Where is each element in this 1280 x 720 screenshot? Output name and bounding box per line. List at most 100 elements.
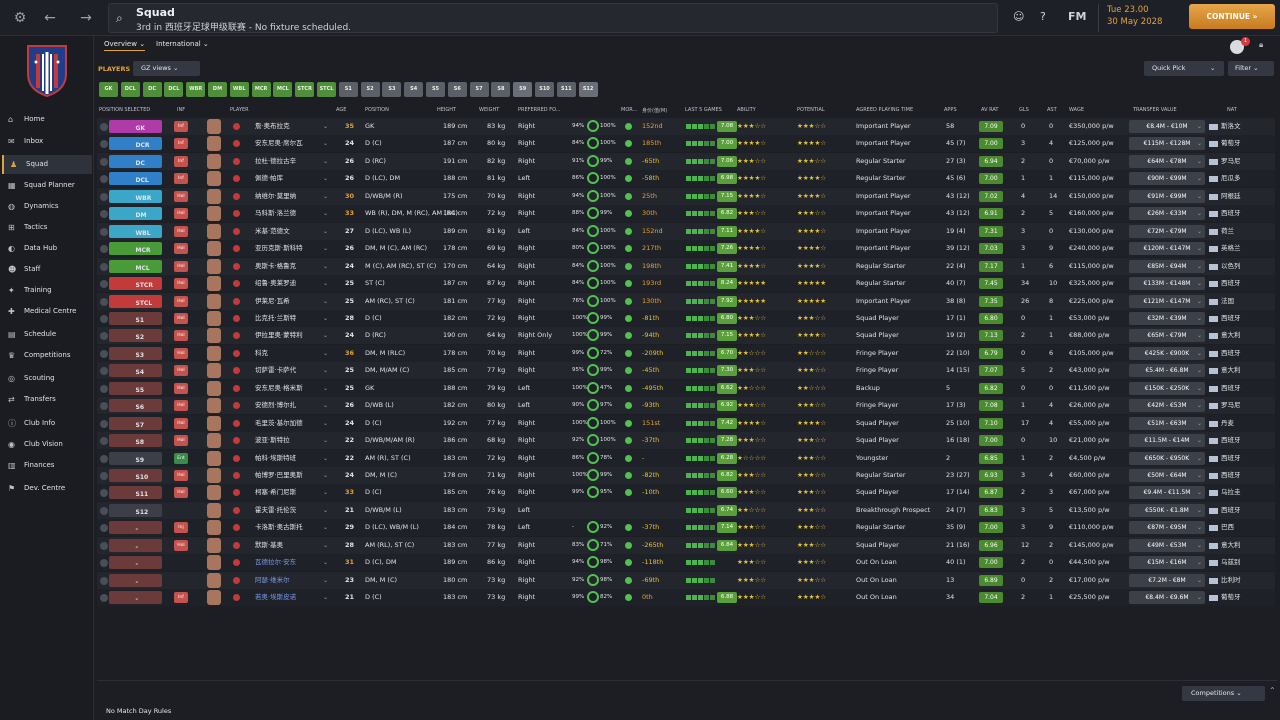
row-select-checkbox[interactable] [100,384,108,393]
transfer-value[interactable]: €8.4M - €9.6M [1129,591,1205,605]
table-row[interactable]: - Inj 卡洛斯·奥古斯托 ⌄ 29 D (LC), WB/M (L) 184 cm 78 … [97,519,1275,537]
chevron-down-icon[interactable]: ⌄ [323,314,329,322]
player-name[interactable]: 伊拉里奥·蒙特利 [255,331,303,340]
player-name[interactable]: 安东尼奥·格米斯 [255,383,303,392]
chevron-down-icon[interactable]: ⌄ [323,419,329,427]
transfer-value[interactable]: €91M - €99M [1129,189,1205,203]
position-tag-s7[interactable]: S7 [469,82,489,97]
chevron-down-icon[interactable]: ⌄ [323,576,329,584]
sidebar-item-tactics[interactable]: ⊞ Tactics [2,218,92,237]
chevron-down-icon[interactable]: ⌄ [1197,332,1203,340]
position-tag-wbl[interactable]: WBL [229,82,249,97]
transfer-value[interactable]: €120M - €147M [1129,242,1205,256]
row-select-checkbox[interactable] [100,437,108,446]
chevron-down-icon[interactable]: ⌄ [1197,437,1203,445]
col-foot[interactable]: PREFERRED FO... [518,107,561,113]
collapse-icon[interactable]: ⌃ [1269,686,1276,695]
player-name[interactable]: 亚历克斯·斯科特 [255,244,303,253]
table-row[interactable]: - Hol 默斯·基奥 ⌄ 28 AM (RL), ST (C) 183 cm 77 kg Ri… [97,536,1275,554]
quick-pick-button[interactable]: Quick Pick ⌄ [1144,61,1224,76]
table-row[interactable]: S11 Hol 柯塞·希门尼斯 ⌄ 33 D (C) 185 cm 76 kg Right 99%… [97,484,1275,502]
chevron-down-icon[interactable]: ⌄ [1197,559,1203,567]
position-tag-stcl[interactable]: STCL [317,82,336,97]
col-inf[interactable]: INF [177,107,186,113]
transfer-value[interactable]: €121M - €147M [1129,294,1205,308]
sidebar-item-dynamics[interactable]: ◍ Dynamics [2,197,92,216]
table-row[interactable]: S2 Hol 伊拉里奥·蒙特利 ⌄ 24 D (RC) 190 cm 64 kg Right O… [97,327,1275,345]
player-name[interactable]: 科克 [255,348,268,357]
position-selected-dropdown[interactable]: S11 [109,486,162,500]
chevron-down-icon[interactable]: ⌄ [1197,314,1203,322]
sidebar-item-club-info[interactable]: ⓘ Club Info [2,414,92,433]
row-select-checkbox[interactable] [100,489,108,498]
chevron-down-icon[interactable]: ⌄ [323,541,329,549]
col-mor[interactable]: MOR... [621,107,638,113]
club-crest-icon[interactable] [24,40,70,98]
table-row[interactable]: STCR Hol 绍鲁·奥莱罗迪 ⌄ 25 ST (C) 187 cm 87 kg Right 8… [97,275,1275,293]
chevron-down-icon[interactable]: ⌄ [323,192,329,200]
chevron-down-icon[interactable]: ⌄ [1197,262,1203,270]
transfer-value[interactable]: €85M - €94M [1129,259,1205,273]
chevron-down-icon[interactable]: ⌄ [1197,140,1203,148]
table-row[interactable]: - 瓦德拉尔·安东 ⌄ 31 D (C), DM 189 cm 86 kg Right 94% 9… [97,554,1275,572]
transfer-value[interactable]: €51M - €63M [1129,416,1205,430]
sidebar-item-schedule[interactable]: ▤ Schedule [2,325,92,344]
col-avrat[interactable]: AV RAT [981,107,999,113]
player-name[interactable]: 安东尼奥·席尔瓦 [255,139,303,148]
position-tag-s3[interactable]: S3 [382,82,402,97]
row-select-checkbox[interactable] [100,349,108,358]
row-select-checkbox[interactable] [100,175,108,184]
chevron-down-icon[interactable]: ⌄ [323,384,329,392]
transfer-value[interactable]: €650K - €950K [1129,451,1205,465]
transfer-value[interactable]: €115M - €128M [1129,137,1205,151]
position-selected-dropdown[interactable]: MCL [109,259,162,273]
transfer-value[interactable]: €7.2M - €8M [1129,573,1205,587]
position-tag-gk[interactable]: GK [99,82,118,97]
table-row[interactable]: S3 Hol 科克 ⌄ 36 DM, M (RLC) 178 cm 70 kg Right 99%… [97,344,1275,362]
transfer-value[interactable]: €65M - €79M [1129,329,1205,343]
chevron-down-icon[interactable]: ⌄ [1197,297,1203,305]
col-nat[interactable]: NAT [1227,107,1237,113]
chevron-down-icon[interactable]: ⌄ [323,402,329,410]
chevron-down-icon[interactable]: ⌄ [323,437,329,445]
table-row[interactable]: S5 Hol 安东尼奥·格米斯 ⌄ 25 GK 188 cm 79 kg Left 100% 47%… [97,379,1275,397]
sidebar-item-club-vision[interactable]: ◉ Club Vision [2,435,92,454]
chevron-down-icon[interactable]: ⌄ [323,227,329,235]
table-row[interactable]: S1 Hol 比克托·兰斯特 ⌄ 28 D (C) 182 cm 72 kg Right 100%… [97,309,1275,327]
position-selected-dropdown[interactable]: DCL [109,172,162,186]
transfer-value[interactable]: €550K - €1.8M [1129,503,1205,517]
position-selected-dropdown[interactable]: - [109,591,162,605]
forward-arrow-icon[interactable]: → [80,10,92,26]
player-name[interactable]: 绍鲁·奥莱罗迪 [255,279,297,288]
transfer-value[interactable]: €87M - €95M [1129,521,1205,535]
col-apps[interactable]: APPS [944,107,957,113]
position-selected-dropdown[interactable]: WBL [109,224,162,238]
sidebar-item-transfers[interactable]: ⇄ Transfers [2,390,92,409]
col-weight[interactable]: WEIGHT [479,107,500,113]
table-row[interactable]: GK Inf 詹·奥布拉克 ⌄ 35 GK 189 cm 83 kg Right 94% 100% 1… [97,118,1275,135]
chevron-down-icon[interactable]: ⌄ [323,140,329,148]
row-select-checkbox[interactable] [100,506,108,515]
position-tag-dcl[interactable]: DCL [164,82,184,97]
player-name[interactable]: 帕科·埃斯特班 [255,453,297,462]
chevron-down-icon[interactable]: ⌄ [323,297,329,305]
row-select-checkbox[interactable] [100,559,108,568]
row-select-checkbox[interactable] [100,157,108,166]
player-name[interactable]: 若奥·埃斯皮诺 [255,593,297,602]
position-tag-s11[interactable]: S11 [556,82,576,97]
chevron-down-icon[interactable]: ⌄ [323,262,329,270]
col-player[interactable]: PLAYER [230,107,249,113]
table-row[interactable]: DC Inf 拉杜·德拉古辛 ⌄ 26 D (RC) 191 cm 82 kg Right 91%… [97,152,1275,170]
position-tag-dc[interactable]: DC [142,82,162,97]
position-tag-mcl[interactable]: MCL [273,82,293,97]
chevron-down-icon[interactable]: ⌄ [1197,210,1203,218]
row-select-checkbox[interactable] [100,210,108,219]
row-select-checkbox[interactable] [100,454,108,463]
table-row[interactable]: MCR Hol 亚历克斯·斯科特 ⌄ 26 DM, M (C), AM (RC) 178 c… [97,240,1275,258]
col-ability[interactable]: ABILITY [737,107,756,113]
table-row[interactable]: S4 Hol 切萨雷·卡萨代 ⌄ 25 DM, M/AM (C) 185 cm 77 kg Ri… [97,362,1275,380]
sidebar-item-medical-centre[interactable]: ✚ Medical Centre [2,302,92,321]
position-tag-s8[interactable]: S8 [491,82,511,97]
position-selected-dropdown[interactable]: S10 [109,469,162,482]
transfer-value[interactable]: €64M - €78M [1129,154,1205,168]
